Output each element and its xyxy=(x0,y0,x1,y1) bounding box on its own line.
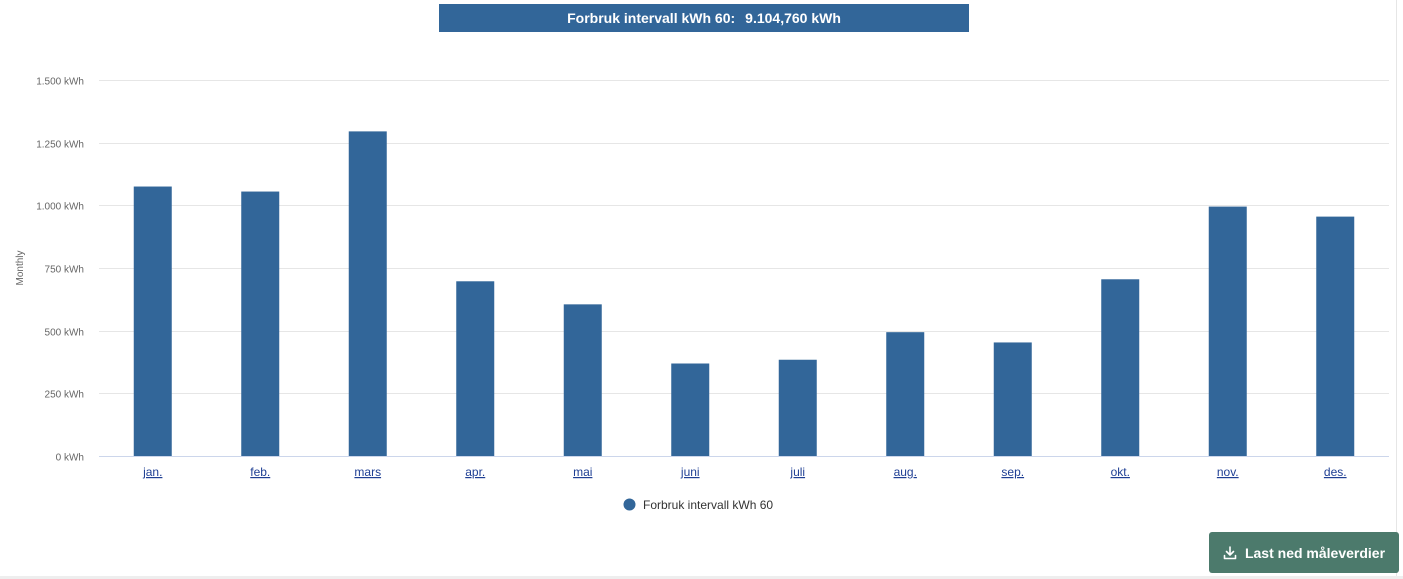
y-tick-label: 0 kWh xyxy=(56,453,84,464)
x-tick-label[interactable]: juni xyxy=(680,465,700,479)
x-tick-label[interactable]: mars xyxy=(354,465,381,479)
page-right-border xyxy=(1396,0,1397,579)
x-tick-label[interactable]: aug. xyxy=(894,465,917,479)
bars xyxy=(133,131,1355,457)
bar[interactable] xyxy=(1208,206,1247,456)
legend-label: Forbruk intervall kWh 60 xyxy=(643,498,773,512)
y-tick-label: 1.000 kWh xyxy=(36,202,84,213)
bar[interactable] xyxy=(778,359,817,456)
bar[interactable] xyxy=(133,186,172,457)
y-tick-label: 1.500 kWh xyxy=(36,77,84,88)
chart-legend[interactable]: Forbruk intervall kWh 60 xyxy=(623,498,774,512)
x-tick-label[interactable]: apr. xyxy=(465,465,485,479)
y-tick-label: 1.250 kWh xyxy=(36,140,84,151)
y-tick-label: 250 kWh xyxy=(45,390,84,401)
download-button-label: Last ned måleverdier xyxy=(1244,544,1386,561)
bar[interactable] xyxy=(456,281,495,456)
page-bottom-border xyxy=(0,576,1403,579)
x-tick-label[interactable]: nov. xyxy=(1217,465,1239,479)
bar[interactable] xyxy=(241,191,280,456)
bar[interactable] xyxy=(886,332,925,456)
total-value: 9.104,760 kWh xyxy=(745,10,841,26)
bar[interactable] xyxy=(671,363,710,456)
y-axis-title: Monthly xyxy=(15,250,26,285)
bar[interactable] xyxy=(1316,216,1355,456)
x-tick-label[interactable]: des. xyxy=(1324,465,1347,479)
grid-lines xyxy=(99,80,1389,394)
x-tick-label[interactable]: jan. xyxy=(142,465,162,479)
x-tick-label[interactable]: okt. xyxy=(1111,465,1130,479)
download-icon xyxy=(1223,545,1237,559)
bar[interactable] xyxy=(993,342,1032,456)
total-label: Forbruk intervall kWh 60: xyxy=(567,10,736,26)
y-tick-label: 500 kWh xyxy=(45,328,84,339)
x-axis-ticks: jan. feb. mars apr. mai juni juli aug. sep. okt. n… xyxy=(142,465,1347,479)
y-tick-label: 750 kWh xyxy=(45,265,84,276)
bar[interactable] xyxy=(563,304,602,456)
x-tick-label[interactable]: feb. xyxy=(250,465,270,479)
x-tick-label[interactable]: mai xyxy=(573,465,592,479)
y-axis-ticks: 0 kWh 250 kWh 500 kWh 750 kWh 1.000 kWh 1.250… xyxy=(36,77,84,464)
x-tick-label[interactable]: juli xyxy=(789,465,805,479)
total-consumption-banner: Forbruk intervall kWh 60: 9.104,760 kWh xyxy=(439,4,969,32)
x-tick-label[interactable]: sep. xyxy=(1001,465,1024,479)
download-meter-values-button[interactable]: Last ned måleverdier xyxy=(1209,532,1399,573)
legend-marker xyxy=(623,498,636,511)
bar[interactable] xyxy=(348,131,387,457)
bar[interactable] xyxy=(1101,279,1140,456)
